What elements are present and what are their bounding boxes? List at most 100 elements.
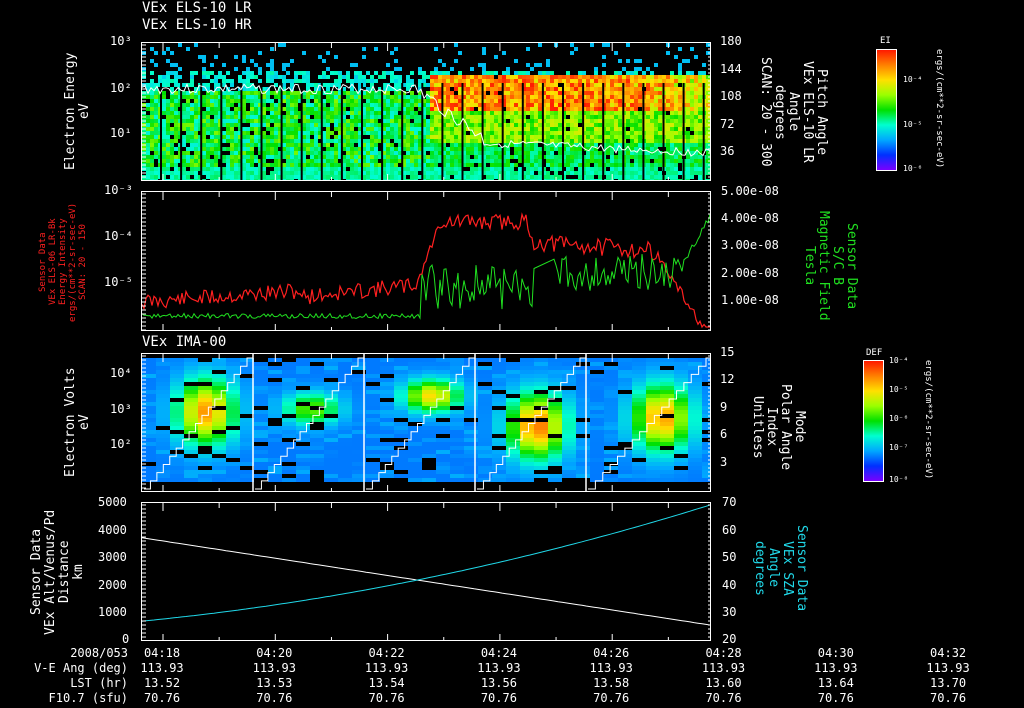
footer-value: 13.64 [817,676,854,690]
footer-row: F10.7 (sfu) 70.76 70.76 70.76 70.76 70.76 70.7… [0,691,1024,706]
panel4-right-axis-label: Sensor Data VEx SZA Angle degrees [752,524,809,612]
panel4-y2tick: 40 [722,578,737,592]
colorbar2-tick: 10⁻⁵ [889,385,909,394]
footer-row-label: F10.7 (sfu) [48,691,128,705]
footer-value: 113.93 [477,661,521,675]
footer-value: 04:26 [593,646,630,660]
panel3-y2tick: 6 [720,427,728,441]
footer-value: 70.76 [480,691,517,705]
footer-value: 13.53 [256,676,293,690]
colorbar1-tick: 10⁻⁵ [903,120,923,129]
footer-row: 2008/053 04:18 04:20 04:22 04:24 04:26 04:28 04… [0,646,1024,661]
panel2-ytick: 10⁻³ [104,183,133,197]
panel3-y2tick: 9 [720,400,728,414]
panel2-y2tick: 5.00e-08 [721,184,779,198]
panel4-y2tick: 60 [722,523,737,537]
panel3-y2tick: 3 [720,455,728,469]
footer-value: 113.93 [814,661,858,675]
panel1-y2tick: 144 [720,62,742,76]
panel1-left-axis-label: Electron Energy eV [63,52,92,170]
footer-value: 04:22 [368,646,405,660]
footer-row-label: 2008/053 [70,646,128,660]
footer-value: 04:24 [480,646,517,660]
colorbar1-tick: 10⁻⁴ [903,75,923,84]
footer-row-label: LST (hr) [70,676,128,690]
footer-value: 70.76 [593,691,630,705]
panel1-y2tick: 72 [720,117,735,131]
footer-value: 13.54 [368,676,405,690]
colorbar2-units: ergs/(cm**2-sr-sec-eV) [923,360,933,480]
panel4-ytick: 0 [122,632,130,646]
footer-value: 113.93 [364,661,409,675]
footer-value: 113.93 [589,661,633,675]
panel4-ytick: 5000 [98,495,127,509]
panel1-title-lr: VEx ELS-10 LR [142,0,252,16]
panel1-right-axis-label: Pitch Angle VEx ELS-10 LR Angle degrees SCAN… [758,57,829,167]
panel3-left-axis-label: Electron Volts eV [63,367,92,477]
panel1-y2tick: 108 [720,89,742,103]
colorbar1-units: ergs/(cm**2-sr-sec-eV) [934,49,944,169]
panel3-title: VEx IMA-00 [142,334,227,350]
panel4-left-axis-label: Sensor Data VEx Alt/Venus/Pd Distance km [29,509,86,635]
panel4-y2tick: 50 [722,550,737,564]
footer-value: 70.76 [256,691,293,705]
footer-value: 04:20 [256,646,293,660]
panel4-ytick: 3000 [98,550,127,564]
footer-value: 70.76 [930,691,967,705]
panel2-line-plot[interactable] [141,191,711,331]
footer-value: 13.52 [143,676,181,690]
panel2-right-axis-label: Sensor Data S/C B Magnetic Field Tesla [802,211,859,321]
panel4-y2tick: 20 [722,632,737,646]
footer-value: 04:30 [817,646,854,660]
panel1-els-spectrogram[interactable] [141,42,711,181]
panel1-ytick: 10³ [110,34,132,48]
footer-value: 70.76 [817,691,854,705]
panel2-ytick: 10⁻⁵ [104,275,133,289]
panel2-y2tick: 4.00e-08 [721,211,779,225]
colorbar2-tick: 10⁻⁸ [889,475,909,484]
footer-value: 113.93 [252,661,296,675]
panel3-ima-spectrogram[interactable] [141,353,711,492]
panel3-y2tick: 12 [720,372,735,386]
panel1-y2tick: 180 [720,34,742,48]
panel2-y2tick: 1.00e-08 [721,293,779,307]
panel4-y2tick: 70 [722,495,737,509]
panel2-y2tick: 2.00e-08 [721,266,779,280]
panel4-y2tick: 30 [722,605,737,619]
colorbar2-tick: 10⁻⁴ [889,356,909,365]
colorbar1-ei [876,49,897,171]
panel3-right-axis-label: Mode Polar Angle Index Unitless [750,383,807,471]
panel3-ytick: 10⁴ [110,366,132,380]
panel2-left-axis-label: Sensor Data VEx ELS-06 LR-Bk Energy Intens… [38,202,88,322]
colorbar2-title: DEF [866,348,883,358]
footer-value: 13.70 [930,676,967,690]
footer-value: 04:32 [930,646,967,660]
panel4-ytick: 4000 [98,523,127,537]
panel2-y2tick: 3.00e-08 [721,238,779,252]
footer-value: 70.76 [705,691,742,705]
panel1-ytick: 10² [110,81,132,95]
footer-value: 113.93 [926,661,970,675]
panel4-ytick: 1000 [98,605,127,619]
colorbar2-tick: 10⁻⁷ [889,443,909,452]
footer-row: V-E Ang (deg) 113.93 113.93 113.93 113.93 113… [0,661,1024,676]
panel1-title-hr: VEx ELS-10 HR [142,17,252,33]
footer-value: 04:28 [705,646,742,660]
footer-value: 04:18 [143,646,181,660]
panel1-y2tick: 36 [720,144,735,158]
footer-value: 13.56 [480,676,517,690]
footer-value: 70.76 [143,691,181,705]
panel3-ytick: 10³ [110,402,132,416]
panel4-ytick: 2000 [98,578,127,592]
footer-value: 70.76 [368,691,405,705]
panel3-y2tick: 15 [720,345,735,359]
panel4-line-plot[interactable] [141,502,711,641]
footer-value: 113.93 [140,661,184,675]
panel1-ytick: 10¹ [110,126,132,140]
colorbar1-title: EI [880,36,891,46]
footer-row: LST (hr) 13.52 13.53 13.54 13.56 13.58 13.60 13… [0,676,1024,691]
colorbar2-tick: 10⁻⁶ [889,414,909,423]
panel2-ytick: 10⁻⁴ [104,229,133,243]
footer-value: 113.93 [701,661,746,675]
colorbar1-tick: 10⁻⁶ [903,164,923,173]
